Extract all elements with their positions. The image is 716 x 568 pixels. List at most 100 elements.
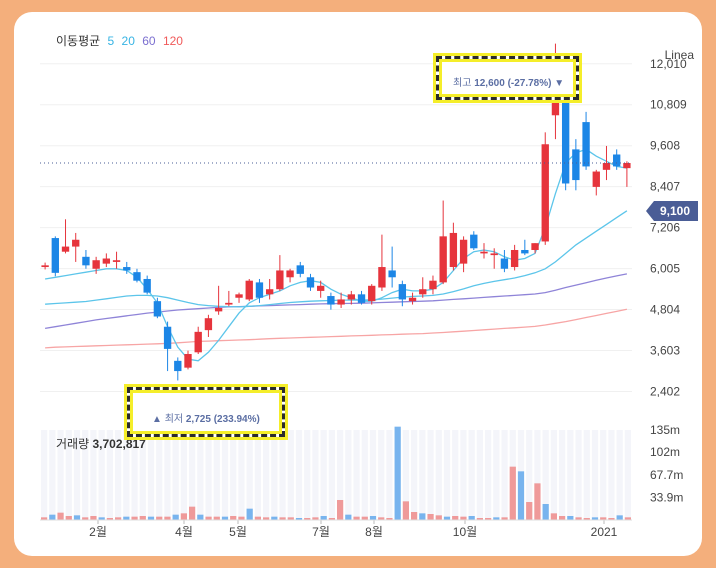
volume-slot <box>583 430 590 520</box>
volume-bar <box>172 514 179 520</box>
volume-bar <box>246 508 253 520</box>
volume-bar <box>180 513 187 520</box>
candle-body <box>143 278 151 293</box>
volume-slot <box>402 430 409 520</box>
high-price-callout: 최고 12,600 (-27.78%) ▼ <box>436 56 579 100</box>
volume-slot <box>353 430 360 520</box>
candle-body <box>419 289 427 295</box>
candle-body <box>265 289 274 295</box>
volume-bar <box>608 518 615 520</box>
volume-bar <box>312 517 319 520</box>
candle-body <box>439 236 447 283</box>
scale-mode-label[interactable]: Linea <box>664 48 694 62</box>
volume-tick-label: 135m <box>650 423 680 437</box>
candle-body <box>521 249 529 254</box>
volume-bar <box>583 518 590 520</box>
volume-slot <box>41 430 48 520</box>
volume-slot <box>279 430 286 520</box>
candle-body <box>82 256 90 266</box>
volume-bar <box>386 518 393 520</box>
volume-bar <box>213 516 220 520</box>
candle-body <box>133 272 141 281</box>
candle-body <box>551 98 560 116</box>
candle-body <box>102 258 111 264</box>
volume-bar <box>435 515 442 520</box>
volume-bar <box>205 516 212 520</box>
volume-slot <box>337 430 344 520</box>
volume-slot <box>197 430 204 520</box>
candle-body <box>592 171 600 187</box>
volume-slot <box>49 430 56 520</box>
candle-body <box>510 249 519 268</box>
volume-tick-label: 67.7m <box>650 468 683 482</box>
up-arrow-icon: ▲ <box>152 414 162 425</box>
candle-body <box>72 239 80 247</box>
volume-slot <box>123 430 130 520</box>
volume-bar <box>369 516 377 520</box>
candle-body <box>337 299 345 305</box>
volume-bar <box>353 516 360 520</box>
candle-body <box>429 280 437 290</box>
volume-slot <box>172 430 179 520</box>
volume-bar <box>98 517 105 520</box>
volume-slot <box>550 430 557 520</box>
volume-bar <box>65 516 72 520</box>
volume-slot <box>608 430 615 520</box>
volume-slot <box>526 430 533 520</box>
legend-title: 이동평균 <box>56 34 101 48</box>
high-change: (-27.78%) <box>507 78 552 89</box>
candle-body <box>500 258 509 269</box>
volume-bar <box>295 518 303 520</box>
volume-value: 3,702,817 <box>92 437 146 451</box>
volume-slot <box>443 430 451 520</box>
volume-bar <box>361 516 368 520</box>
volume-slot <box>460 430 467 520</box>
volume-slot <box>304 430 311 520</box>
volume-slot <box>238 430 245 520</box>
volume-slot <box>213 430 220 520</box>
volume-bar <box>501 517 508 520</box>
volume-bar <box>402 501 409 520</box>
volume-bar <box>591 517 599 520</box>
volume-bar <box>616 515 623 520</box>
volume-bar <box>378 517 385 520</box>
x-tick-label: 5월 <box>229 525 247 539</box>
price-chart[interactable]: 12,010 10,809 9,608 8,407 7,206 6,005 4,804 3,6… <box>14 12 702 556</box>
down-arrow-icon: ▼ <box>554 78 565 89</box>
volume-slot <box>312 430 319 520</box>
low-price-callout: ▲ 최저 2,725 (233.94%) <box>127 387 285 437</box>
volume-bar <box>57 512 64 520</box>
volume-bar <box>115 517 122 520</box>
volume-tick-label: 102m <box>650 445 680 459</box>
candle-body <box>306 277 315 288</box>
price-tick-label: 12,010 <box>650 57 687 71</box>
ma5-line <box>44 148 628 362</box>
volume-bar <box>328 518 335 520</box>
low-value: 2,725 <box>185 414 211 425</box>
high-value: 12,600 <box>474 78 505 89</box>
current-price-badge: 9,100 <box>646 201 698 221</box>
price-tick-label: 4,804 <box>650 303 680 317</box>
volume-bar <box>238 516 245 520</box>
volume-bar <box>485 518 492 520</box>
volume-bar <box>624 517 631 520</box>
candle-body <box>327 296 335 305</box>
volume-bar <box>304 518 311 520</box>
volume-bar <box>82 517 89 520</box>
volume-bar <box>517 471 525 520</box>
price-tick-label: 6,005 <box>650 262 680 276</box>
candle-body <box>602 163 611 170</box>
candle-body <box>561 70 570 184</box>
x-tick-label: 2021 <box>591 525 618 539</box>
volume-bar <box>49 514 56 520</box>
volume-slot <box>90 430 97 520</box>
high-label: 최고 <box>453 78 472 89</box>
candle-body <box>623 163 631 169</box>
candle-body <box>378 267 386 288</box>
candle-body <box>235 294 243 298</box>
volume-slot <box>131 430 138 520</box>
volume-bar <box>279 517 286 520</box>
volume-bar <box>394 426 401 520</box>
volume-slot <box>230 430 237 520</box>
volume-bar <box>526 502 533 520</box>
